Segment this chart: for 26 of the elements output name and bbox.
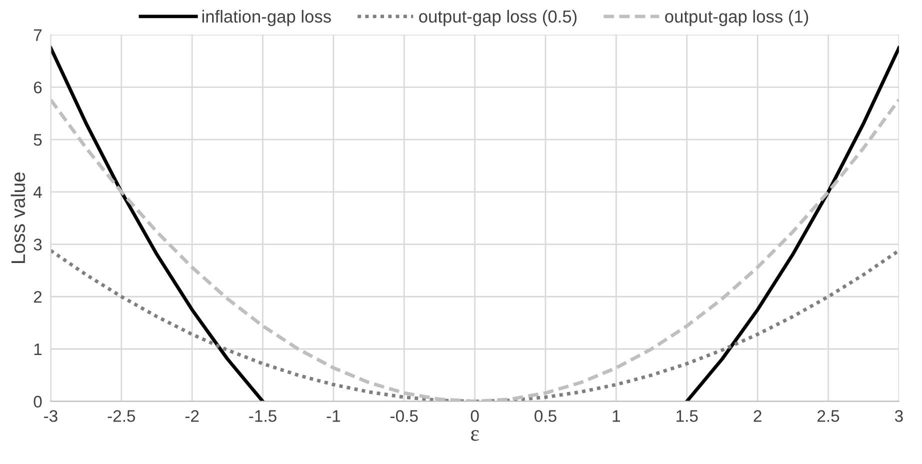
legend-label: output-gap loss (1)	[665, 10, 808, 26]
y-tick-label: 0	[34, 396, 42, 408]
x-tick-label: 0	[470, 410, 479, 422]
x-tick-label: -0.5	[390, 410, 418, 422]
x-tick-label: 3	[894, 410, 903, 422]
x-tick-label: 0.5	[534, 410, 556, 422]
legend-label: output-gap loss (0.5)	[419, 10, 577, 26]
y-tick-label: 3	[34, 238, 42, 250]
x-tick-label: 2.5	[818, 410, 840, 422]
y-tick-label: 4	[33, 186, 42, 198]
y-tick-label: 7	[34, 29, 42, 41]
x-tick-label: 2	[754, 410, 762, 422]
y-tick-label: 5	[34, 134, 42, 146]
x-tick-label: -2.5	[108, 410, 136, 422]
legend-label: inflation-gap loss	[202, 10, 331, 26]
x-tick-label: -3	[44, 410, 58, 422]
x-tick-label: -1.5	[249, 410, 276, 422]
y-tick-label: 2	[34, 291, 42, 303]
y-tick-label: 1	[34, 344, 42, 356]
y-axis-title: Loss value	[10, 172, 26, 263]
y-tick-label: 6	[34, 82, 42, 94]
x-tick-label: -2	[185, 410, 199, 422]
x-tick-label: 1.5	[676, 410, 698, 422]
x-axis-title: ε	[471, 430, 479, 441]
x-tick-label: -1	[326, 410, 340, 422]
x-tick-label: 1	[612, 410, 620, 422]
